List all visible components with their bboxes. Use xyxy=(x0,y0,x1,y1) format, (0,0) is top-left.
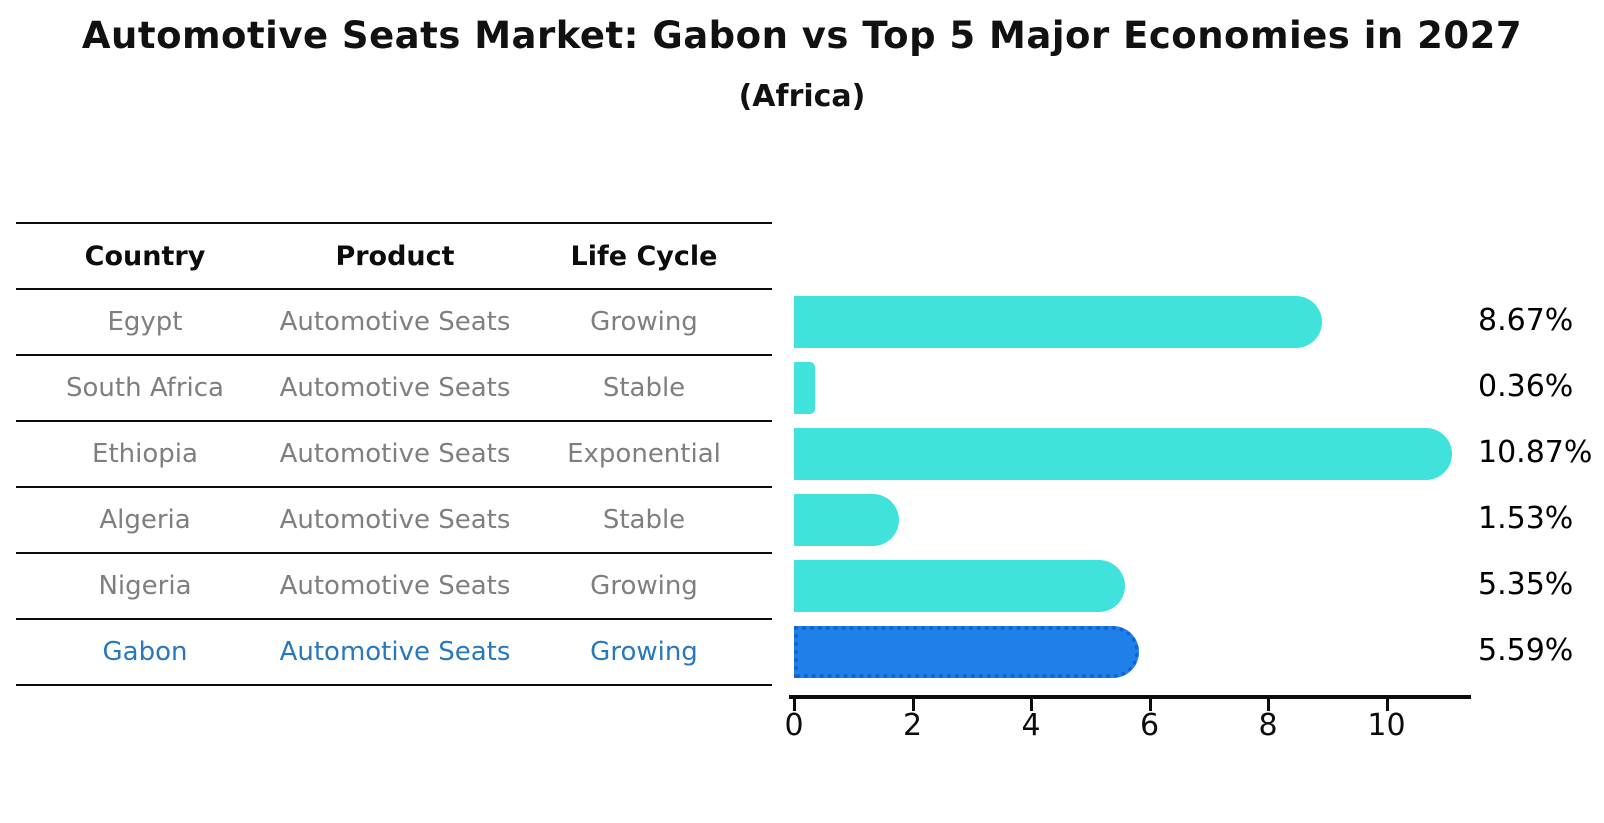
bar-algeria xyxy=(794,493,899,546)
product-cell: Automotive Seats xyxy=(279,373,511,403)
value-label: 5.59% xyxy=(1478,632,1574,668)
x-axis-tick xyxy=(1148,698,1152,711)
x-axis-tick-label: 0 xyxy=(784,708,804,743)
product-cell: Product xyxy=(335,240,455,272)
product-cell: Automotive Seats xyxy=(279,307,511,337)
country-cell: Algeria xyxy=(99,505,191,535)
x-axis-tick-label: 4 xyxy=(1021,708,1041,743)
bar-ethiopia xyxy=(794,427,1452,480)
x-axis-tick-label: 6 xyxy=(1139,708,1160,743)
lifecycle-cell: Life Cycle xyxy=(570,240,718,272)
x-axis-tick-label: 10 xyxy=(1367,708,1406,743)
x-axis-tick xyxy=(911,698,915,711)
chart-title: Automotive Seats Market: Gabon vs Top 5 … xyxy=(81,14,1523,57)
table-row: Egypt Automotive Seats Growing xyxy=(16,288,772,354)
table-row: Gabon Automotive Seats Growing xyxy=(16,618,772,684)
value-label: 1.53% xyxy=(1478,500,1574,536)
country-cell: Ethiopia xyxy=(92,439,198,469)
x-axis-tick xyxy=(793,698,796,711)
country-cell: Gabon xyxy=(102,637,188,667)
x-axis-tick xyxy=(1030,698,1033,711)
value-label: 0.36% xyxy=(1478,368,1574,404)
country-cell: Country xyxy=(84,240,206,272)
table-header-row: Country Product Life Cycle xyxy=(16,222,772,288)
table-row: Algeria Automotive Seats Stable xyxy=(16,486,772,552)
bar-egypt xyxy=(794,295,1322,348)
country-cell: Nigeria xyxy=(98,571,192,601)
x-axis-tick-label: 2 xyxy=(902,708,923,743)
x-axis-line xyxy=(789,695,1471,699)
table-row: Ethiopia Automotive Seats Exponential xyxy=(16,420,772,486)
lifecycle-cell: Exponential xyxy=(567,439,721,469)
table-row: South Africa Automotive Seats Stable xyxy=(16,354,772,420)
lifecycle-cell: Stable xyxy=(602,505,686,535)
country-cell: Egypt xyxy=(107,307,183,337)
lifecycle-cell: Growing xyxy=(590,571,698,601)
country-cell: South Africa xyxy=(66,373,224,403)
chart-subtitle: (Africa) xyxy=(738,79,866,114)
value-label: 10.87% xyxy=(1478,434,1593,470)
product-cell: Automotive Seats xyxy=(279,637,511,667)
lifecycle-cell: Growing xyxy=(590,307,698,337)
bar-south-africa xyxy=(794,361,815,414)
product-cell: Automotive Seats xyxy=(279,439,511,469)
product-cell: Automotive Seats xyxy=(279,571,511,601)
x-axis-tick-label: 8 xyxy=(1258,708,1278,743)
bar-nigeria xyxy=(794,559,1125,612)
comparison-table: Country Product Life Cycle Egypt Automotive … xyxy=(16,222,772,686)
value-label: 8.67% xyxy=(1478,302,1574,338)
x-axis-tick xyxy=(1267,698,1270,711)
x-axis-tick xyxy=(1385,698,1389,711)
lifecycle-cell: Stable xyxy=(602,373,686,403)
bar-gabon xyxy=(794,625,1139,678)
product-cell: Automotive Seats xyxy=(279,505,511,535)
lifecycle-cell: Growing xyxy=(590,637,698,667)
table-row: Nigeria Automotive Seats Growing xyxy=(16,552,772,618)
value-label: 5.35% xyxy=(1478,566,1574,602)
